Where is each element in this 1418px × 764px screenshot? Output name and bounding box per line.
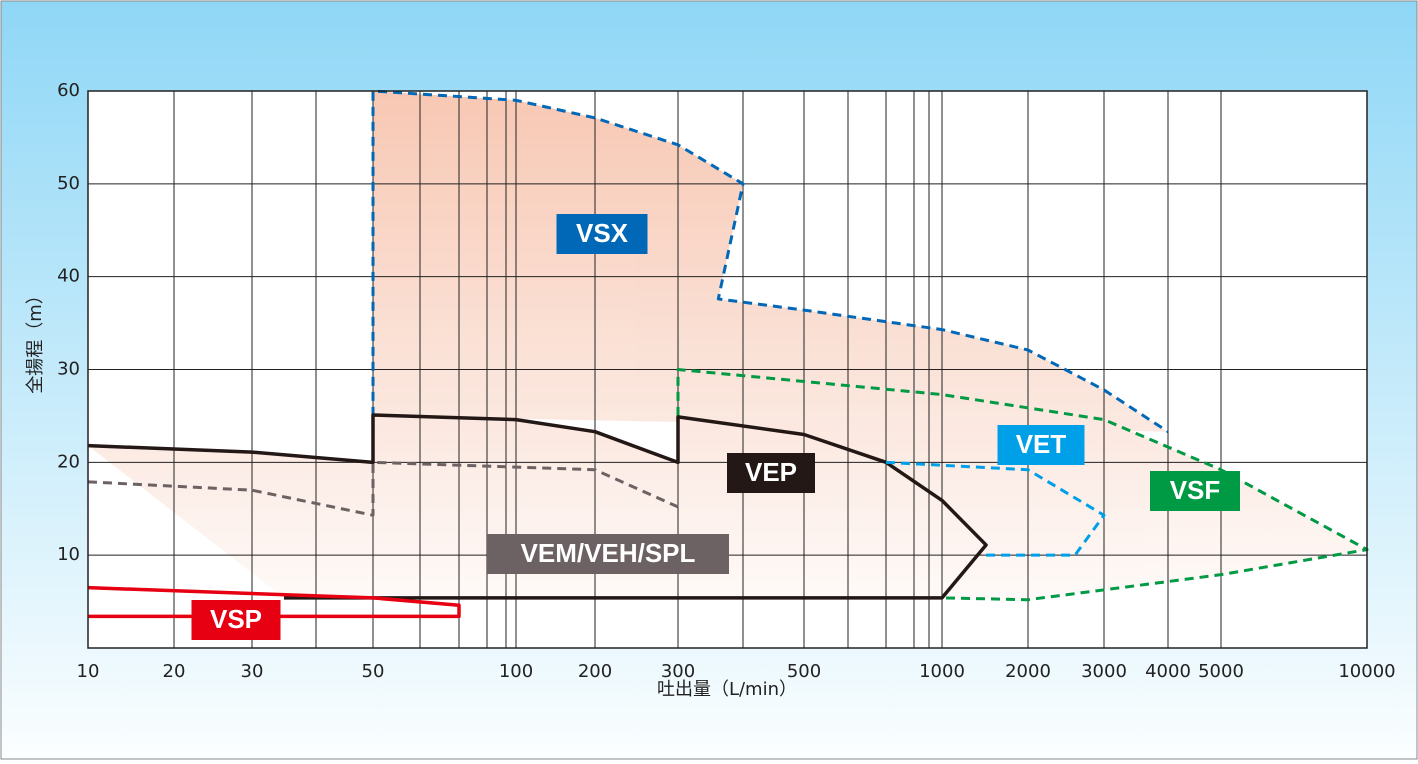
x-tick-label: 5000 <box>1198 661 1244 682</box>
region-outline <box>885 460 1106 557</box>
x-tick-label: 500 <box>787 661 821 682</box>
series-label: VSF <box>1170 475 1221 505</box>
series-label-box <box>191 600 281 640</box>
x-tick-label: 30 <box>241 661 264 682</box>
region-outline <box>676 368 1369 602</box>
x-tick-label: 200 <box>578 661 612 682</box>
x-tick-label: 100 <box>499 661 533 682</box>
series-label: VET <box>1016 429 1067 459</box>
x-tick-label: 20 <box>163 661 186 682</box>
series-label: VEP <box>745 457 797 487</box>
series-label-box <box>487 534 729 574</box>
x-tick-label: 3000 <box>1081 661 1127 682</box>
y-tick-label: 50 <box>57 173 80 194</box>
y-axis-label: 全揚程（m） <box>25 286 46 394</box>
x-tick-label: 50 <box>362 661 385 682</box>
region-outline <box>371 89 1169 433</box>
plot-frame <box>87 90 1368 649</box>
x-tick-label: 300 <box>661 661 695 682</box>
y-tick-label: 20 <box>57 451 80 472</box>
region-outline <box>87 413 988 600</box>
y-tick-label: 10 <box>57 544 80 565</box>
x-tick-label: 10000 <box>1338 661 1395 682</box>
series-label-box <box>997 425 1085 465</box>
region-fill <box>886 462 1104 556</box>
region-outline <box>87 585 461 619</box>
series-label-box <box>1150 471 1240 511</box>
x-tick-label: 4000 <box>1145 661 1191 682</box>
y-tick-label: 40 <box>57 266 80 287</box>
x-tick-label: 1000 <box>919 661 965 682</box>
x-axis-label: 吐出量（L/min） <box>657 679 797 700</box>
region-fill <box>88 462 678 516</box>
series-label-box <box>556 214 648 254</box>
x-tick-label: 2000 <box>1005 661 1051 682</box>
y-tick-label: 30 <box>57 359 80 380</box>
series-label: VEM/VEH/SPL <box>521 538 696 568</box>
series-label: VSP <box>210 604 262 634</box>
series-label-box <box>727 453 815 493</box>
series-label: VSX <box>576 218 629 248</box>
region-fill <box>373 91 1168 432</box>
lines <box>87 89 1369 619</box>
y-tick-label: 60 <box>57 80 80 101</box>
region-outline <box>87 460 679 517</box>
x-tick-label: 10 <box>77 661 100 682</box>
